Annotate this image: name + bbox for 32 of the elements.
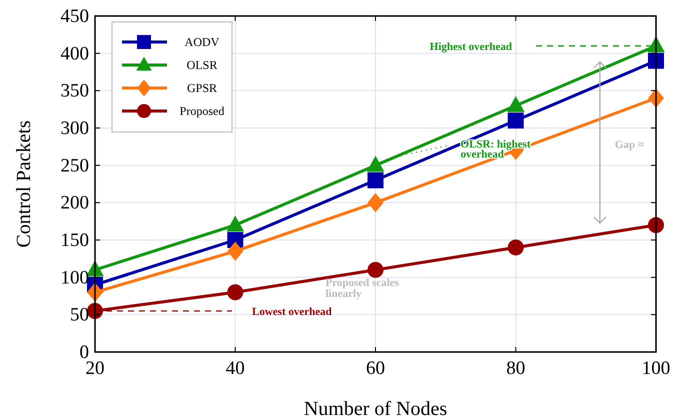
y-tick-label: 50	[70, 304, 89, 326]
legend-label: GPSR	[186, 81, 218, 95]
legend-label: AODV	[184, 35, 220, 49]
legend-label: Proposed	[180, 104, 224, 118]
point	[368, 262, 384, 278]
y-tick-label: 450	[60, 6, 89, 27]
x-tick-label: 80	[506, 358, 526, 379]
y-tick-label: 150	[60, 230, 89, 251]
y-tick-label: 100	[60, 267, 89, 288]
point	[227, 284, 244, 300]
y-tick-label: 300	[60, 118, 89, 139]
y-tick-label: 200	[60, 192, 89, 214]
y-tick-label: 350	[60, 80, 89, 102]
point	[506, 96, 525, 112]
annotation: Proposed scales linearly	[326, 276, 400, 300]
point	[508, 112, 524, 129]
point	[508, 239, 524, 256]
legend-label: OLSR	[186, 58, 218, 72]
y-axis-title: Control Packets	[13, 120, 35, 248]
point	[368, 193, 384, 212]
annotation: Highest overhead	[430, 40, 512, 53]
x-tick-label: 100	[642, 358, 670, 379]
point	[366, 156, 384, 172]
x-tick-label: 60	[366, 358, 385, 379]
annotation: Gap ≈	[614, 139, 644, 151]
annotation: Lowest overhead	[252, 306, 332, 318]
y-tick-label: 250	[60, 155, 89, 176]
point	[368, 172, 384, 188]
y-tick-label: 400	[60, 43, 89, 64]
x-tick-label: 40	[226, 358, 245, 379]
point	[227, 242, 244, 261]
x-axis-title: Number of Nodes	[304, 398, 448, 417]
